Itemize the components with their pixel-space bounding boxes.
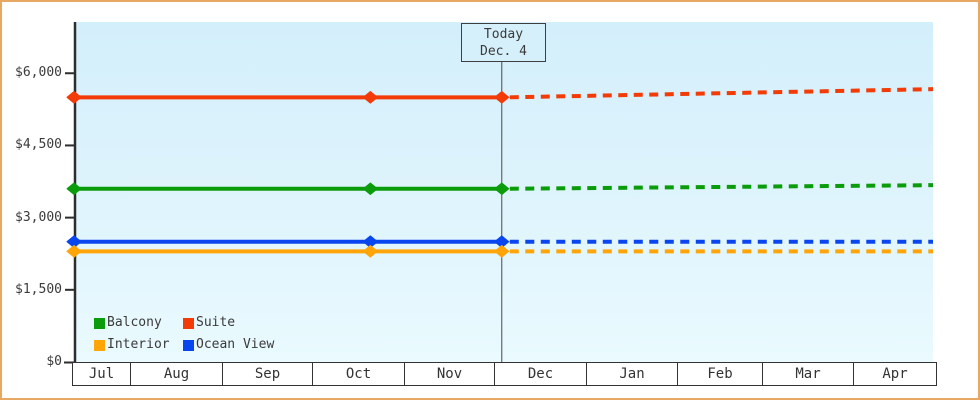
chart-legend: Balcony Suite Interior Ocean View — [94, 315, 275, 352]
x-axis-month-mar: Mar — [763, 363, 854, 385]
x-axis-month-jan: Jan — [587, 363, 678, 385]
legend-item-ocean-view: Ocean View — [183, 337, 275, 352]
y-axis-label: $1,500 — [15, 281, 62, 297]
legend-swatch-icon — [94, 317, 105, 329]
legend-label: Balcony — [107, 315, 162, 330]
y-axis-label: $0 — [46, 354, 62, 369]
legend-label: Interior — [107, 337, 170, 352]
legend-swatch-icon — [94, 339, 105, 351]
x-axis-month-apr: Apr — [854, 363, 936, 385]
today-label: Today — [483, 26, 524, 42]
legend-item-suite: Suite — [183, 315, 274, 330]
x-axis-month-nov: Nov — [405, 363, 495, 385]
x-axis-month-jul: Jul — [73, 363, 131, 385]
legend-item-balcony: Balcony — [94, 315, 183, 330]
legend-label: Ocean View — [196, 337, 275, 352]
x-axis-month-oct: Oct — [313, 363, 405, 385]
legend-label: Suite — [196, 315, 236, 330]
y-axis-label: $4,500 — [15, 137, 62, 153]
today-marker-box: Today Dec. 4 — [461, 23, 546, 62]
legend-item-interior: Interior — [94, 337, 183, 352]
x-axis-month-aug: Aug — [131, 363, 223, 385]
x-axis-month-dec: Dec — [495, 363, 587, 385]
x-axis-month-feb: Feb — [678, 363, 763, 385]
legend-swatch-icon — [183, 339, 194, 351]
x-axis-month-row: Jul Aug Sep Oct Nov Dec Jan Feb Mar Apr — [72, 362, 937, 386]
plot-area — [74, 22, 933, 362]
y-axis-label: $3,000 — [15, 209, 62, 225]
legend-swatch-icon — [183, 317, 194, 329]
y-axis-label: $6,000 — [15, 65, 62, 81]
today-date: Dec. 4 — [480, 43, 527, 59]
x-axis-month-sep: Sep — [223, 363, 313, 385]
